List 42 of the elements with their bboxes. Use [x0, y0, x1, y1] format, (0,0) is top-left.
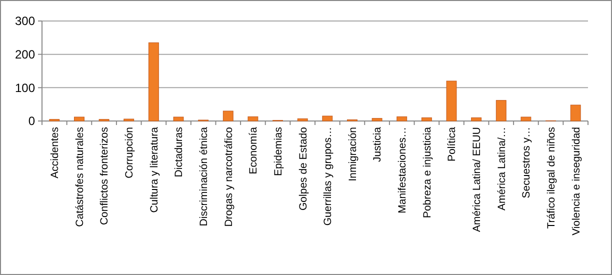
bar	[222, 110, 234, 122]
x-tick-label: Justicia	[372, 126, 384, 162]
x-tick-label: Dictaduras	[173, 127, 186, 178]
x-tick-label: Conflictos fronterizos	[98, 127, 111, 226]
bar	[322, 116, 333, 122]
x-tick-label: Drogas y narcotráfico	[222, 126, 235, 227]
bar	[297, 118, 308, 122]
bar	[421, 117, 432, 122]
bar	[496, 100, 506, 122]
x-tick-label: Accidentes	[49, 127, 62, 178]
y-tick-label: 0	[28, 114, 36, 128]
bar	[74, 116, 84, 122]
y-tick-label: 300	[14, 14, 36, 28]
bar	[372, 118, 382, 122]
x-tick-label: Violencia e inseguridad	[570, 126, 582, 236]
bar	[520, 116, 532, 122]
x-tick-label: Política	[446, 126, 458, 162]
x-tick-label: América Latina/…	[496, 127, 508, 210]
x-tick-label: América Latina/ EEUU	[470, 127, 483, 232]
x-tick-label: Inmigración	[346, 126, 359, 182]
x-tick-label: Corrupción	[124, 126, 136, 178]
bar	[124, 118, 134, 122]
x-tick-label: Economía	[248, 126, 260, 174]
bar	[396, 116, 408, 122]
x-tick-label: Epidemias	[272, 127, 284, 176]
y-tick-label: 200	[14, 48, 36, 62]
x-tick-label: Golpes de Estado	[297, 126, 310, 210]
bar	[148, 42, 159, 122]
bar	[471, 117, 482, 122]
x-tick-label: Secuestros y…	[520, 127, 533, 198]
y-tick-label: 100	[14, 80, 36, 95]
x-tick-label: Discriminación étnica	[198, 126, 210, 226]
x-tick-label: Pobreza e injusticia	[421, 126, 434, 218]
bar	[446, 80, 457, 122]
x-tick-label: Catástrofes naturales	[74, 127, 86, 227]
x-tick-label: Manifestaciones…	[396, 127, 409, 214]
x-tick-label: Cultura y literatura	[148, 126, 160, 213]
x-tick-label: Guerrillas y grupos…	[322, 127, 334, 226]
x-tick-label: Tráfico ilegal de niños	[545, 127, 558, 229]
bar	[248, 116, 258, 122]
bar	[570, 104, 581, 122]
bar	[173, 116, 184, 122]
